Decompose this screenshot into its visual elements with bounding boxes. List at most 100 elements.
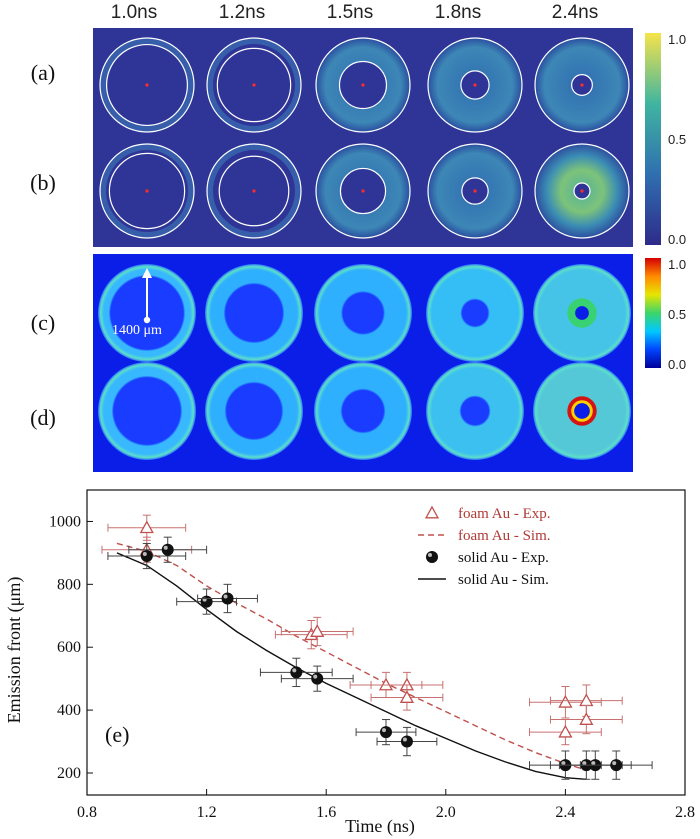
y-tick-label: 600 (57, 639, 81, 656)
outer-contour-b-5 (534, 143, 630, 239)
series-0-point-3 (310, 624, 325, 637)
series-0-point-6 (399, 690, 415, 703)
series-0-point-0 (139, 520, 154, 534)
center-marker-b-4 (473, 189, 477, 193)
series-2-point-3-highlight (223, 594, 228, 599)
scale-bar-origin (143, 316, 151, 324)
x-tick-label: 0.8 (77, 804, 97, 821)
panel-label-e: (e) (105, 722, 129, 747)
sim-ring-d-4 (426, 362, 524, 460)
edge-glow-b-1 (100, 144, 194, 238)
colorbar-top-tick-mid: 0.5 (668, 132, 687, 147)
series-2-point-8-highlight (561, 761, 566, 766)
plot-frame (86, 489, 686, 796)
x-tick-label: 1.2 (197, 804, 217, 821)
row-label-a: (a) (30, 60, 56, 85)
outer-contour-b-4 (427, 143, 523, 239)
inner-contour-a-5 (571, 74, 593, 96)
legend-label-2: solid Au - Exp. (458, 550, 549, 566)
inner-contour-b-3 (339, 167, 387, 215)
series-0-point-7 (558, 694, 573, 708)
center-marker-b-5 (580, 189, 584, 193)
legend-label-3: solid Au - Sim. (458, 572, 549, 588)
sim-ring-c-3 (314, 264, 412, 362)
series-0-point-9 (579, 712, 594, 725)
series-2-point-11 (610, 759, 623, 772)
sim-ring-d-1 (98, 362, 196, 460)
series-2-point-3 (221, 592, 234, 605)
series-2-point-7 (400, 735, 413, 748)
x-tick-label: 2.0 (436, 804, 456, 821)
series-2-point-2 (200, 595, 213, 608)
time-label-4: 1.8ns (434, 2, 482, 23)
center-marker-b-1 (145, 189, 149, 193)
y-tick-label: 800 (57, 576, 81, 593)
time-label-1: 1.0ns (110, 2, 158, 23)
sim-core-d-5 (574, 403, 590, 419)
legend-marker-0 (424, 505, 440, 519)
colorbar-bottom-tick-min: 0.0 (668, 357, 687, 372)
edge-glow-b-2 (207, 144, 301, 238)
center-marker-a-4 (473, 83, 477, 87)
inner-contour-a-4 (460, 70, 490, 100)
outer-contour-a-4 (427, 37, 523, 133)
x-tick-label: 2.8 (675, 804, 695, 821)
y-axis-label: Emission front (μm) (4, 577, 25, 724)
series-0-point-4 (378, 677, 394, 691)
outer-contour-a-2 (206, 37, 302, 133)
colorbar-bottom-tick-max: 1.0 (668, 257, 687, 272)
legend-marker-2-highlight (428, 553, 432, 557)
outer-contour-b-2 (206, 143, 302, 239)
series-2-point-6 (380, 726, 392, 739)
center-marker-a-2 (252, 83, 256, 87)
series-0-point-10 (558, 724, 573, 738)
inner-contour-a-2 (216, 47, 292, 123)
emission-front-chart: Time (ns) Emission front (μm) (e) 0.8 1.2… (4, 489, 695, 837)
series-2-point-7-highlight (402, 737, 407, 742)
time-label-2: 1.2ns (218, 2, 266, 23)
outer-contour-a-1 (99, 37, 195, 133)
center-marker-b-3 (361, 189, 365, 193)
series-2-point-1-highlight (163, 545, 168, 550)
series-2-point-4 (290, 666, 303, 679)
inner-contour-a-1 (105, 43, 189, 127)
series-2-point-10-highlight (591, 761, 596, 766)
center-marker-a-5 (580, 83, 584, 87)
series-2-point-5 (311, 672, 324, 685)
series-line-1 (116, 542, 581, 769)
experimental-images-panel (93, 28, 633, 247)
series-2-point-6-highlight (382, 728, 386, 733)
colorbar-experimental (645, 33, 661, 245)
inner-contour-b-1 (108, 152, 186, 230)
x-tick-label: 2.4 (555, 804, 575, 821)
colorbar-simulation (645, 258, 661, 368)
x-tick-label: 1.6 (316, 804, 336, 821)
inner-contour-b-5 (573, 182, 591, 200)
simulation-images-panel (93, 254, 633, 472)
edge-glow-a-1 (100, 38, 194, 132)
colorbar-bottom-tick-mid: 0.5 (668, 307, 687, 322)
legend-label-1: foam Au - Sim. (458, 528, 551, 544)
legend-marker-2 (426, 551, 438, 563)
sim-ring-d-2 (205, 362, 303, 460)
series-2-point-0 (140, 550, 153, 563)
center-marker-a-1 (145, 83, 149, 87)
outer-contour-b-3 (315, 143, 411, 239)
sim-ring-c-4 (426, 264, 524, 362)
colorbar-gradient (645, 258, 661, 368)
y-tick-label: 1000 (49, 513, 81, 530)
legend-label-0: foam Au - Exp. (458, 506, 550, 522)
row-label-c: (c) (30, 310, 56, 335)
outer-contour-b-1 (99, 143, 195, 239)
scale-bar-label: 1400 μm (112, 323, 162, 338)
series-2-point-9-highlight (582, 761, 587, 766)
colorbar-top-tick-max: 1.0 (668, 32, 687, 47)
series-2-point-11-highlight (612, 761, 617, 766)
series-2-point-5-highlight (313, 674, 318, 679)
colorbar-gradient (645, 33, 661, 245)
inner-contour-b-2 (218, 155, 290, 227)
edge-glow-a-2 (207, 38, 301, 132)
sim-ring-c-2 (205, 264, 303, 362)
series-0-point-8 (579, 693, 594, 707)
